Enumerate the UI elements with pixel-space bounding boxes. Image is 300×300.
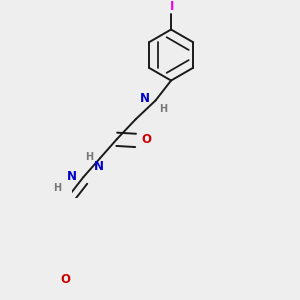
Text: H: H xyxy=(53,183,61,193)
Text: N: N xyxy=(94,160,104,173)
Text: O: O xyxy=(142,134,152,146)
Text: H: H xyxy=(85,152,94,162)
Text: O: O xyxy=(61,274,71,286)
Text: N: N xyxy=(67,170,77,183)
Text: I: I xyxy=(170,0,174,13)
Text: N: N xyxy=(140,92,150,105)
Text: H: H xyxy=(159,104,167,115)
